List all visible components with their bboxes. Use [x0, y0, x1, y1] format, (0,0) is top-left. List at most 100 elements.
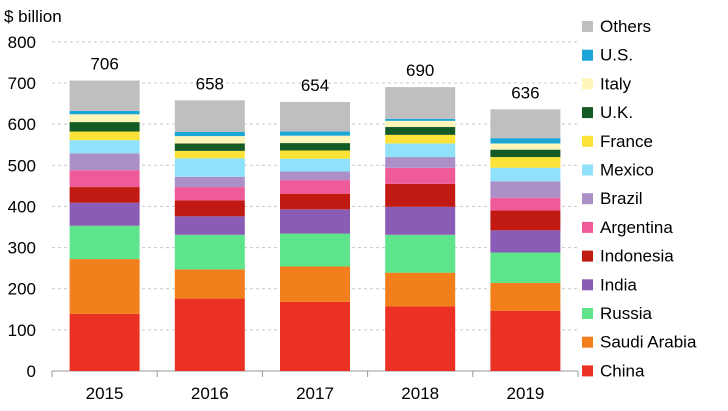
legend-swatch [582, 78, 593, 90]
bar-segment-mexico [385, 143, 456, 158]
bar-segment-others [280, 101, 350, 132]
x-tick-label: 2015 [86, 384, 124, 403]
bar-segment-china [385, 306, 456, 371]
bar-segment-russia [69, 225, 140, 260]
bar-segment-france [385, 134, 456, 144]
legend-swatch [582, 164, 593, 176]
x-tick-label: 2018 [401, 384, 439, 403]
total-label: 658 [196, 74, 224, 93]
bar-segment-brazil [174, 176, 245, 188]
legend-label: Russia [600, 304, 653, 323]
y-tick-label: 700 [8, 74, 36, 93]
bar-segment-saudi-arabia [490, 282, 561, 311]
bar-segment-u-s- [280, 131, 350, 136]
bar-segment-india [385, 206, 456, 235]
bar-segment-france [174, 150, 245, 159]
legend-swatch [582, 107, 593, 119]
bar-segment-saudi-arabia [174, 269, 245, 299]
legend-swatch [582, 250, 593, 262]
y-tick-label: 100 [8, 321, 36, 340]
bar-segment-u-s- [69, 110, 140, 115]
legend-label: Argentina [600, 218, 673, 237]
bar-segment-france [280, 150, 350, 159]
legend-swatch [582, 308, 593, 319]
y-axis-label: $ billion [4, 7, 62, 26]
bar-segment-argentina [174, 187, 245, 201]
bar-segment-others [69, 80, 140, 111]
legend-label: Mexico [600, 161, 654, 180]
bar-segment-others [490, 109, 561, 139]
bar-segment-italy [280, 135, 350, 144]
bar-segment-saudi-arabia [69, 259, 140, 314]
bar-segment-argentina [490, 197, 561, 211]
legend-label: France [600, 132, 653, 151]
bar-segment-italy [69, 114, 140, 123]
legend-label: Indonesia [600, 247, 674, 266]
bar-segment-india [280, 209, 350, 234]
bar-segment-mexico [280, 158, 350, 172]
legend-label: Saudi Arabia [600, 333, 697, 352]
bar-segment-russia [490, 252, 561, 283]
bar-segment-u-k- [174, 143, 245, 151]
bar-segment-saudi-arabia [280, 266, 350, 302]
bar-segment-others [174, 100, 245, 132]
y-tick-label: 500 [8, 156, 36, 175]
bar-segment-italy [385, 120, 456, 128]
legend-label: U.S. [600, 46, 633, 65]
bar-segment-mexico [490, 167, 561, 182]
legend-swatch [582, 135, 593, 147]
bar-segment-argentina [280, 180, 350, 194]
bar-segment-mexico [174, 158, 245, 177]
x-tick-label: 2016 [191, 384, 229, 403]
bar-segment-u-k- [490, 149, 561, 158]
bar-segment-u-s- [385, 118, 456, 121]
bar-segment-russia [385, 234, 456, 273]
bar-segment-indonesia [490, 210, 561, 231]
legend-swatch [582, 221, 593, 233]
legend-swatch [582, 279, 593, 291]
bar-segment-china [490, 310, 561, 371]
bar-segment-u-s- [490, 138, 561, 144]
bar-segment-india [69, 202, 140, 226]
total-label: 706 [90, 55, 118, 74]
bar-segment-u-k- [69, 122, 140, 132]
y-tick-label: 200 [8, 280, 36, 299]
bar-segment-saudi-arabia [385, 272, 456, 307]
legend-swatch [582, 193, 593, 205]
bar-segment-others [385, 87, 456, 119]
bar-segment-argentina [385, 167, 456, 184]
bar-segment-mexico [69, 140, 140, 154]
bar-segment-indonesia [69, 187, 140, 203]
legend-swatch [582, 21, 593, 32]
bar-segment-france [490, 157, 561, 168]
bar-segment-italy [490, 143, 561, 150]
bar-segment-u-k- [385, 127, 456, 135]
y-tick-label: 600 [8, 115, 36, 134]
bar-segment-russia [280, 233, 350, 267]
bar-segment-china [69, 313, 140, 371]
bar-segment-china [280, 301, 350, 371]
legend-label: Italy [600, 74, 632, 93]
bar-segment-argentina [69, 170, 140, 188]
bar-segment-russia [174, 234, 245, 270]
bar-segment-brazil [385, 157, 456, 168]
bar-segment-indonesia [385, 183, 456, 207]
bar-segment-france [69, 131, 140, 141]
bar-segment-brazil [490, 181, 561, 198]
legend-swatch [582, 336, 593, 348]
legend-label: Others [600, 17, 651, 36]
legend-swatch [582, 49, 593, 61]
total-label: 690 [406, 61, 434, 80]
bar-segment-italy [174, 136, 245, 144]
bar-segment-u-s- [174, 131, 245, 137]
legend-label: U.K. [600, 103, 633, 122]
bar-segment-brazil [280, 171, 350, 181]
bar-segment-u-k- [280, 143, 350, 151]
bar-segment-indonesia [174, 200, 245, 217]
total-label: 636 [511, 83, 539, 102]
x-tick-label: 2017 [296, 384, 334, 403]
y-tick-label: 800 [8, 33, 36, 52]
bar-segment-indonesia [280, 193, 350, 210]
